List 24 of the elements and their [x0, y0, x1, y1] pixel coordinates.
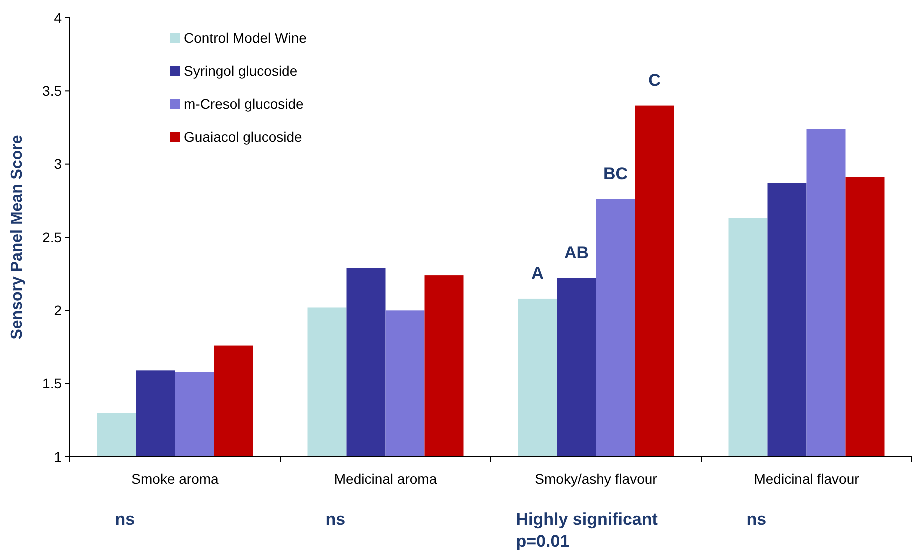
- y-axis-title: Sensory Panel Mean Score: [9, 135, 26, 340]
- y-tick-label: 3.5: [42, 83, 62, 100]
- legend-label: Control Model Wine: [184, 30, 308, 46]
- legend-label: Guaiacol glucoside: [184, 128, 303, 145]
- x-tick-label: Medicinal aroma: [334, 471, 438, 487]
- text: ns: [115, 510, 136, 529]
- legend-label: m-Cresol glucoside: [184, 96, 304, 112]
- y-tick-label: 1.5: [42, 376, 62, 392]
- x-tick-label: Medicinal flavour: [754, 471, 860, 487]
- text: ns: [326, 510, 346, 529]
- y-tick-label: 4: [54, 10, 62, 26]
- annotation: BC: [603, 164, 628, 184]
- x-tick-label: Smoke aroma: [132, 471, 220, 487]
- y-tick-label: 2: [54, 302, 62, 319]
- legend-label: Syringol glucoside: [184, 62, 298, 79]
- annotation: AB: [564, 243, 590, 262]
- y-tick-label: 3: [54, 156, 62, 172]
- y-tick-label: 1: [54, 448, 62, 465]
- y-tick-label: 2.5: [42, 229, 62, 246]
- text: ns: [746, 510, 767, 529]
- annotation: A: [532, 264, 544, 283]
- x-tick-label: Smoky/ashy flavour: [535, 471, 658, 487]
- annotation: C: [648, 70, 661, 90]
- text: Highly significant p=0.01: [516, 510, 658, 551]
